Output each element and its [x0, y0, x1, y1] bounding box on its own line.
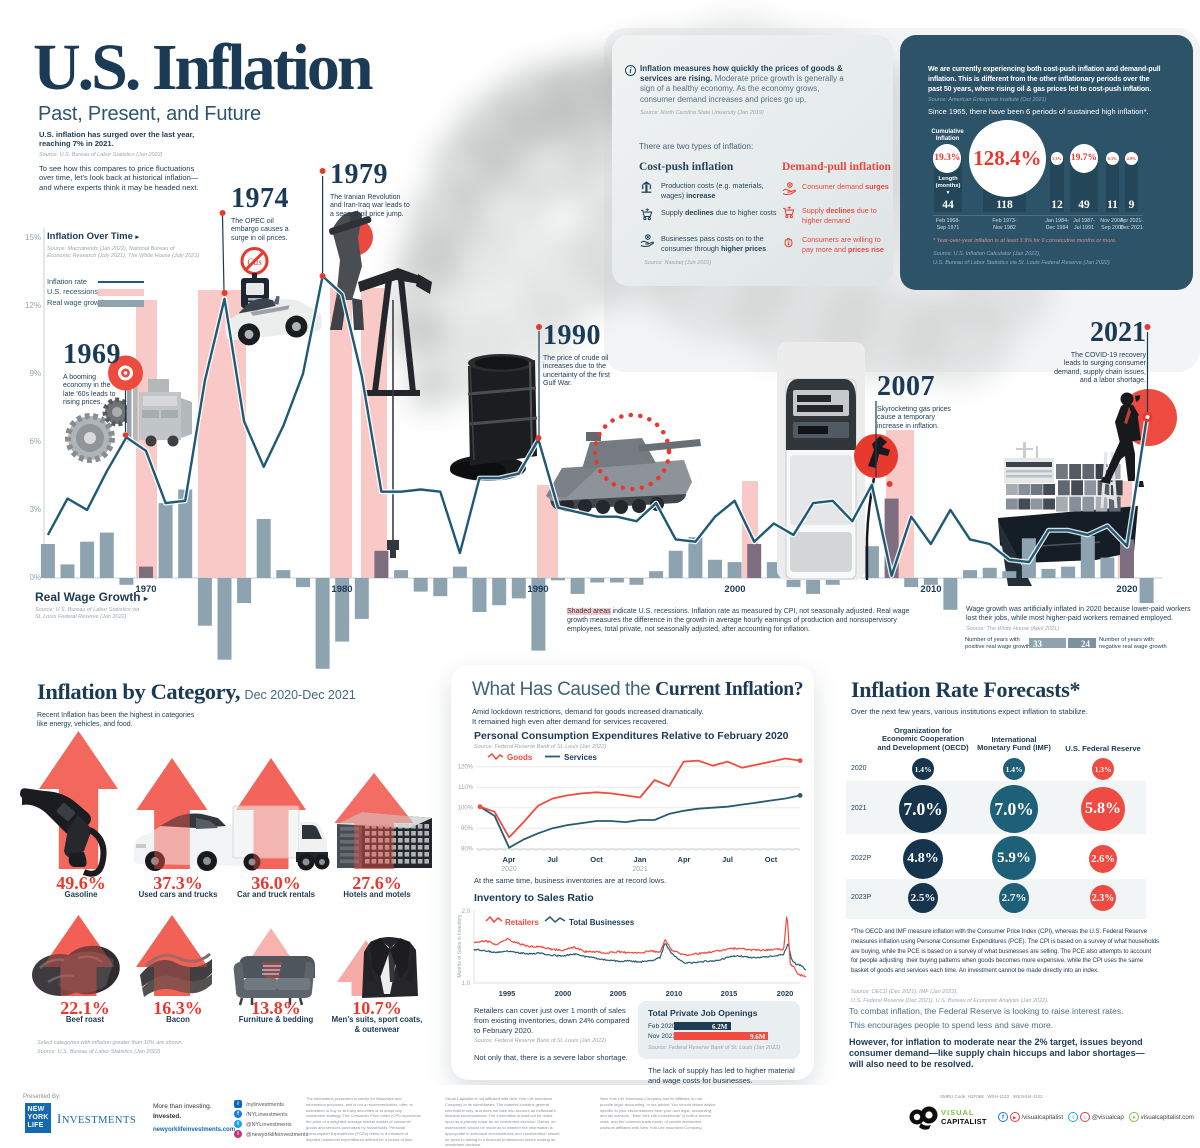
svg-text:2.0: 2.0	[462, 909, 471, 915]
svg-text:2000: 2000	[724, 584, 745, 595]
svg-text:Jul: Jul	[722, 855, 733, 864]
svg-text:Retailers: Retailers	[505, 918, 539, 927]
svg-text:Apr: Apr	[678, 855, 691, 864]
svg-text:2020: 2020	[777, 989, 794, 998]
svg-text:VISUAL: VISUAL	[941, 1108, 975, 1117]
svg-text:Jan: Jan	[634, 855, 647, 864]
svg-text:90%: 90%	[461, 826, 474, 832]
svg-text:15%: 15%	[25, 233, 41, 242]
svg-text:1995: 1995	[499, 989, 516, 998]
svg-text:1980: 1980	[331, 584, 352, 595]
svg-text:12%: 12%	[25, 301, 41, 310]
svg-text:2020: 2020	[501, 866, 517, 873]
svg-text:2005: 2005	[610, 989, 627, 998]
svg-text:110%: 110%	[458, 785, 474, 791]
svg-text:Apr: Apr	[503, 855, 516, 864]
svg-text:1.0: 1.0	[462, 981, 471, 987]
svg-text:2021: 2021	[632, 866, 648, 873]
svg-text:1990: 1990	[527, 584, 548, 595]
svg-text:CAPITALIST: CAPITALIST	[941, 1117, 987, 1126]
svg-text:Jul: Jul	[547, 855, 558, 864]
svg-text:3%: 3%	[29, 505, 41, 514]
svg-text:6%: 6%	[29, 437, 41, 446]
svg-text:Oct: Oct	[765, 855, 778, 864]
svg-text:0%: 0%	[29, 573, 41, 582]
svg-text:1970: 1970	[135, 584, 156, 595]
svg-text:Goods: Goods	[507, 753, 533, 762]
svg-text:9%: 9%	[29, 369, 41, 378]
svg-text:2010: 2010	[666, 989, 683, 998]
svg-text:Services: Services	[564, 753, 597, 762]
svg-text:2010: 2010	[920, 584, 941, 595]
svg-text:2000: 2000	[555, 989, 572, 998]
svg-text:Oct: Oct	[590, 855, 603, 864]
svg-text:2015: 2015	[721, 989, 738, 998]
svg-text:Months of Sales in Inventory: Months of Sales in Inventory	[457, 914, 463, 978]
svg-text:2020: 2020	[1116, 584, 1137, 595]
svg-text:100%: 100%	[458, 806, 474, 812]
svg-text:80%: 80%	[461, 847, 474, 853]
svg-text:Total Businesses: Total Businesses	[569, 918, 635, 927]
svg-text:120%: 120%	[458, 765, 474, 771]
